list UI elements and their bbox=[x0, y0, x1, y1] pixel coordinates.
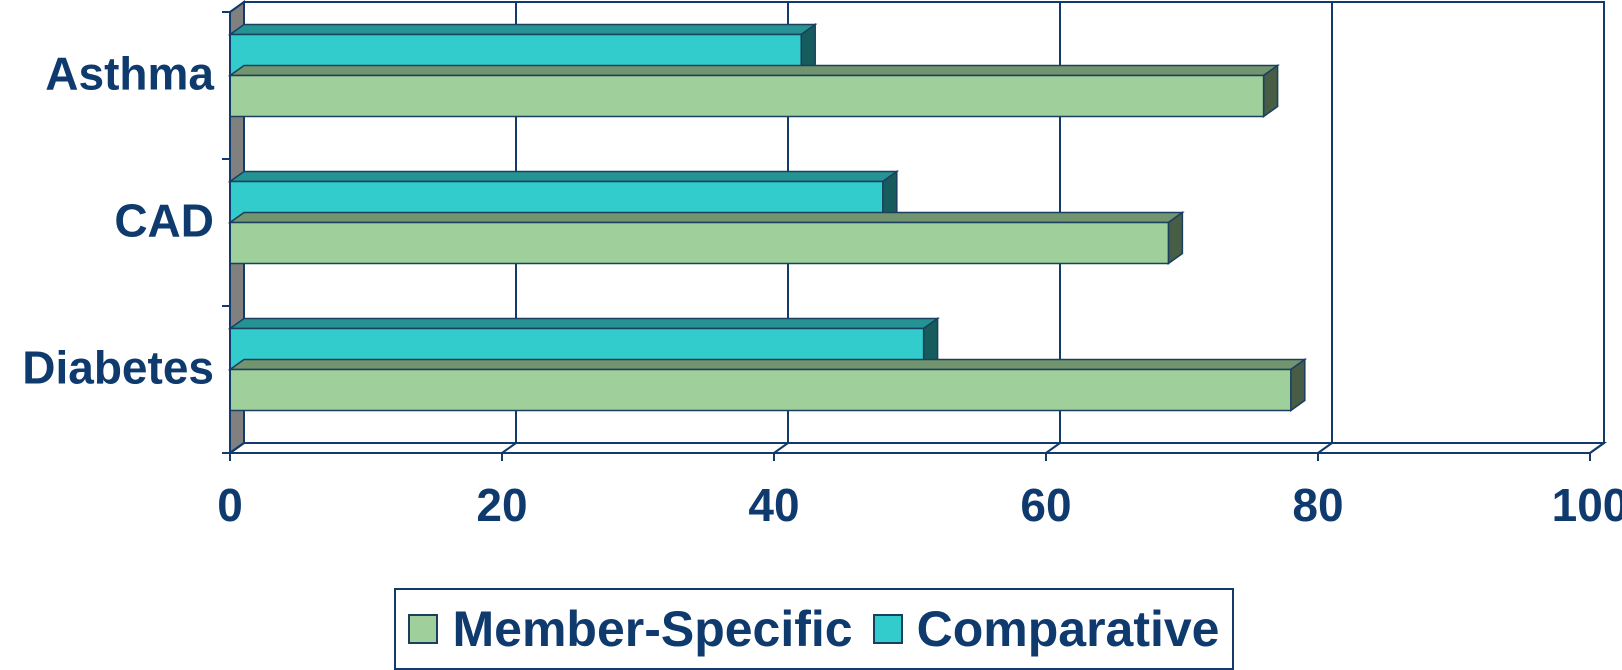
bar-side-member-specific-asthma bbox=[1262, 64, 1279, 118]
x-tick-label-0: 0 bbox=[217, 479, 243, 531]
bar-top-member-specific-diabetes bbox=[227, 358, 1308, 371]
legend-label-member-specific: Member-Specific bbox=[452, 601, 853, 657]
bar-side-member-specific-cad bbox=[1167, 211, 1184, 265]
legend-item-comparative: Comparative bbox=[872, 600, 1220, 658]
legend-label-comparative: Comparative bbox=[916, 601, 1220, 657]
x-tick-label-80: 80 bbox=[1292, 479, 1343, 531]
floor-tick-80 bbox=[1317, 442, 1333, 454]
floor-tick-60 bbox=[1045, 442, 1061, 454]
floor-tick-0 bbox=[229, 442, 245, 454]
bar-top-member-specific-asthma bbox=[227, 64, 1280, 77]
floor-tick-100 bbox=[1589, 442, 1605, 454]
x-tick-label-40: 40 bbox=[748, 479, 799, 531]
bar-member-specific-asthma bbox=[229, 74, 1265, 118]
bar-side-member-specific-diabetes bbox=[1290, 358, 1306, 412]
x-tick-label-20: 20 bbox=[476, 479, 527, 531]
x-tick-label-60: 60 bbox=[1020, 479, 1071, 531]
floor-tick-20 bbox=[501, 442, 517, 454]
legend-swatch-member-specific bbox=[408, 614, 439, 644]
bar-member-specific-cad bbox=[229, 221, 1170, 265]
bar-top-comparative-diabetes bbox=[227, 317, 940, 330]
bar-top-member-specific-cad bbox=[227, 211, 1185, 224]
legend-swatch-comparative bbox=[872, 614, 903, 644]
bar-member-specific-diabetes bbox=[229, 368, 1292, 412]
y-tick-label-cad: CAD bbox=[114, 195, 214, 247]
y-tick-label-asthma: Asthma bbox=[45, 48, 214, 100]
x-tick-label-100: 100 bbox=[1552, 479, 1622, 531]
y-tick-label-diabetes: Diabetes bbox=[22, 342, 214, 394]
bar-top-comparative-cad bbox=[227, 170, 900, 183]
bar-top-comparative-asthma bbox=[227, 23, 818, 36]
legend: Member-Specific Comparative bbox=[394, 588, 1234, 670]
plot-floor bbox=[226, 442, 1608, 454]
floor-tick-40 bbox=[773, 442, 789, 454]
legend-item-member-specific: Member-Specific bbox=[408, 600, 853, 658]
